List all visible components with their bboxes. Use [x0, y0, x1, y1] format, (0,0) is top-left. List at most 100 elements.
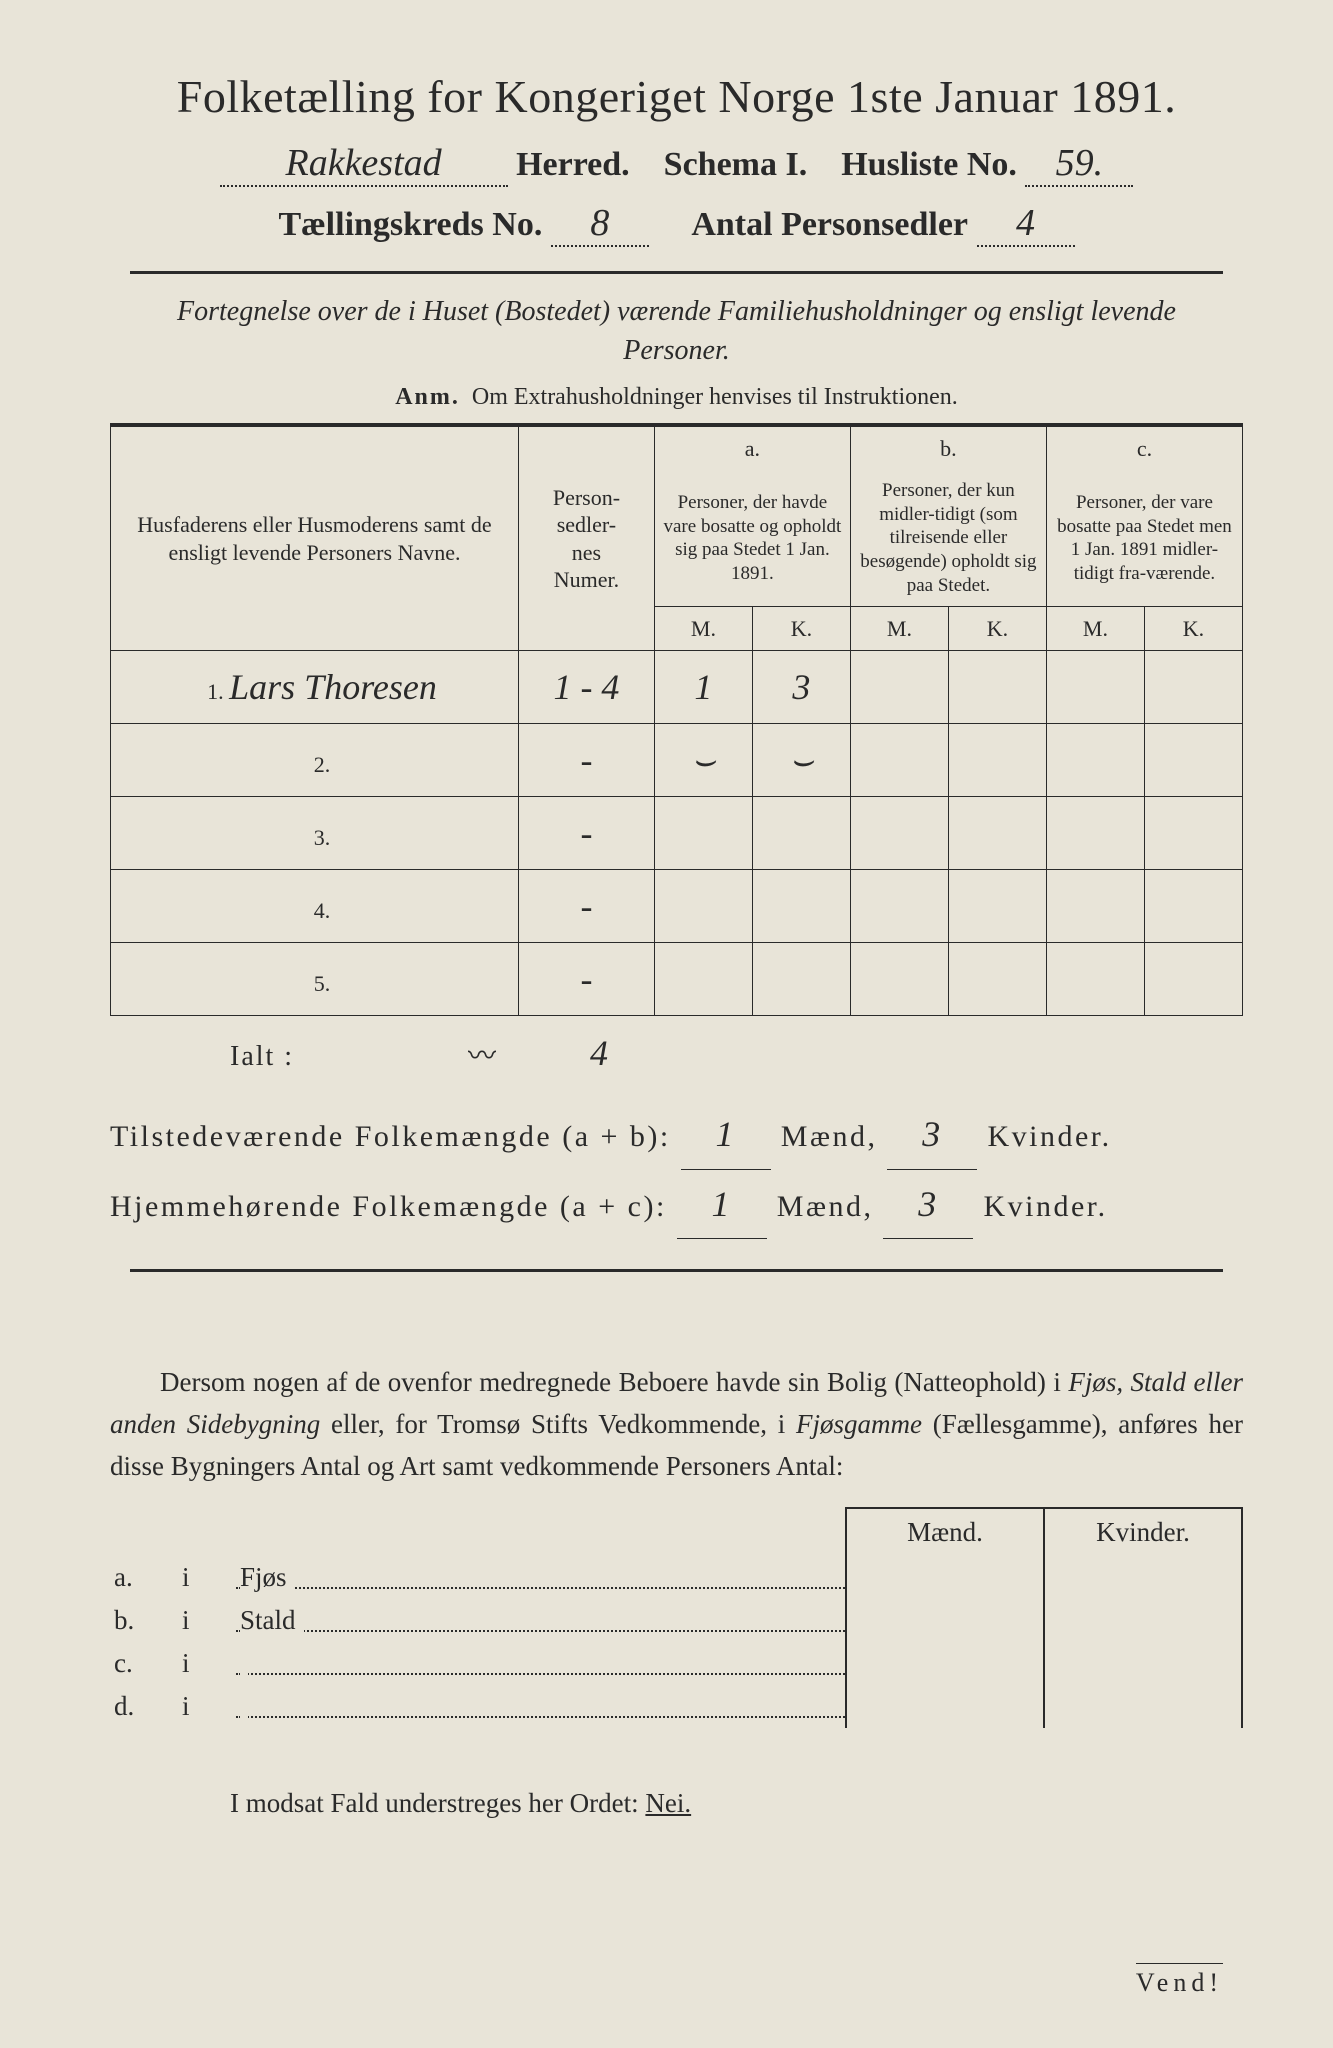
row-bK	[948, 797, 1046, 870]
row-bM	[850, 724, 948, 797]
th-b-head: b.	[850, 425, 1046, 471]
schema-label: Schema I.	[664, 146, 808, 183]
th-a-k: K.	[752, 606, 850, 651]
row-bM	[850, 870, 948, 943]
summary-1-mlabel: Mænd,	[781, 1120, 878, 1153]
bottom-kvinder-cell	[1044, 1599, 1242, 1642]
bottom-i: i	[178, 1685, 236, 1728]
kreds-no: 8	[551, 201, 649, 247]
row-num-cell: 1 - 4	[518, 651, 654, 724]
th-a: Personer, der havde vare bosatte og opho…	[654, 471, 850, 606]
summary-1-m: 1	[681, 1100, 771, 1169]
modsat-text: I modsat Fald understreges her Ordet:	[230, 1788, 645, 1818]
bottom-row: c.i	[110, 1642, 1242, 1685]
row-aK	[752, 870, 850, 943]
bottom-th-maend: Mænd.	[846, 1508, 1044, 1556]
anm-text: Om Extrahusholdninger henvises til Instr…	[472, 384, 958, 410]
antal-label: Antal Personsedler	[691, 206, 968, 243]
bottom-i: i	[178, 1556, 236, 1599]
row-num-cell: -	[518, 724, 654, 797]
summary-2-klabel: Kvinder.	[983, 1190, 1107, 1223]
th-name-text: Husfaderens eller Husmoderens samt de en…	[137, 512, 491, 565]
bottom-row: d.i	[110, 1685, 1242, 1728]
th-num: Person- sedler- nes Numer.	[518, 425, 654, 650]
row-cM	[1046, 724, 1144, 797]
row-aM: ⌣	[654, 724, 752, 797]
row-aM: 1	[654, 651, 752, 724]
divider-top	[130, 271, 1223, 274]
bottom-key: c.	[110, 1642, 178, 1685]
husliste-label: Husliste No.	[841, 146, 1017, 183]
summary-1-klabel: Kvinder.	[987, 1120, 1111, 1153]
header-line-1: Rakkestad Herred. Schema I. Husliste No.…	[110, 141, 1243, 187]
summary-block: Tilstedeværende Folkemængde (a + b): 1 M…	[110, 1100, 1243, 1239]
row-bK	[948, 651, 1046, 724]
bottom-label	[236, 1642, 846, 1685]
row-aM	[654, 870, 752, 943]
antal-no: 4	[977, 201, 1075, 247]
bottom-key: a.	[110, 1556, 178, 1599]
ialt-value: 4	[554, 1032, 644, 1074]
bottom-maend-cell	[846, 1556, 1044, 1599]
th-c-head: c.	[1046, 425, 1242, 471]
ialt-row: Ialt : 〰 4	[110, 1032, 1243, 1074]
row-cK	[1144, 870, 1242, 943]
table-row: 5. -	[111, 943, 1243, 1016]
summary-2-label: Hjemmehørende Folkemængde (a + c):	[110, 1190, 667, 1223]
row-num-cell: -	[518, 797, 654, 870]
row-name-cell: 2.	[111, 724, 519, 797]
th-a-head: a.	[654, 425, 850, 471]
bottom-kvinder-cell	[1044, 1642, 1242, 1685]
th-name: Husfaderens eller Husmoderens samt de en…	[111, 425, 519, 650]
row-aK	[752, 797, 850, 870]
bottom-label: Stald	[236, 1599, 846, 1642]
subtitle: Fortegnelse over de i Huset (Bostedet) v…	[170, 292, 1183, 370]
bottom-maend-cell	[846, 1599, 1044, 1642]
th-a-m: M.	[654, 606, 752, 651]
row-cK	[1144, 651, 1242, 724]
th-c-k: K.	[1144, 606, 1242, 651]
modsat-line: I modsat Fald understreges her Ordet: Ne…	[110, 1788, 1243, 1819]
summary-2-m: 1	[677, 1170, 767, 1239]
row-bM	[850, 943, 948, 1016]
census-form-page: Folketælling for Kongeriget Norge 1ste J…	[0, 0, 1333, 2048]
row-cM	[1046, 943, 1144, 1016]
row-aM	[654, 797, 752, 870]
summary-2-k: 3	[883, 1170, 973, 1239]
row-aK: 3	[752, 651, 850, 724]
row-cM	[1046, 651, 1144, 724]
th-b: Personer, der kun midler-tidigt (som til…	[850, 471, 1046, 606]
bottom-label	[236, 1685, 846, 1728]
paragraph: Dersom nogen af de ovenfor medregnede Be…	[110, 1362, 1243, 1488]
row-cK	[1144, 724, 1242, 797]
table-row: 3. -	[111, 797, 1243, 870]
th-b-m: M.	[850, 606, 948, 651]
bottom-label: Fjøs	[236, 1556, 846, 1599]
anm-line: Anm. Om Extrahusholdninger henvises til …	[110, 384, 1243, 411]
bottom-key: d.	[110, 1685, 178, 1728]
bottom-table: Mænd. Kvinder. a.iFjøsb.iStaldc.id.i	[110, 1507, 1243, 1728]
page-title: Folketælling for Kongeriget Norge 1ste J…	[110, 70, 1243, 123]
row-name-cell: 1. Lars Thoresen	[111, 651, 519, 724]
row-name-cell: 4.	[111, 870, 519, 943]
row-bK	[948, 943, 1046, 1016]
table-row: 2. -⌣⌣	[111, 724, 1243, 797]
bottom-kvinder-cell	[1044, 1685, 1242, 1728]
row-bK	[948, 870, 1046, 943]
th-b-k: K.	[948, 606, 1046, 651]
table-row: 1. Lars Thoresen1 - 413	[111, 651, 1243, 724]
th-num-text: Person- sedler- nes Numer.	[553, 485, 620, 593]
row-bM	[850, 651, 948, 724]
row-cK	[1144, 797, 1242, 870]
bottom-i: i	[178, 1599, 236, 1642]
bottom-kvinder-cell	[1044, 1556, 1242, 1599]
kreds-label: Tællingskreds No.	[278, 206, 542, 243]
row-name-cell: 5.	[111, 943, 519, 1016]
bottom-key: b.	[110, 1599, 178, 1642]
row-name-cell: 3.	[111, 797, 519, 870]
th-c-m: M.	[1046, 606, 1144, 651]
row-aK	[752, 943, 850, 1016]
summary-1-label: Tilstedeværende Folkemængde (a + b):	[110, 1120, 671, 1153]
bottom-maend-cell	[846, 1642, 1044, 1685]
vend-label: Vend!	[1136, 1963, 1223, 1998]
